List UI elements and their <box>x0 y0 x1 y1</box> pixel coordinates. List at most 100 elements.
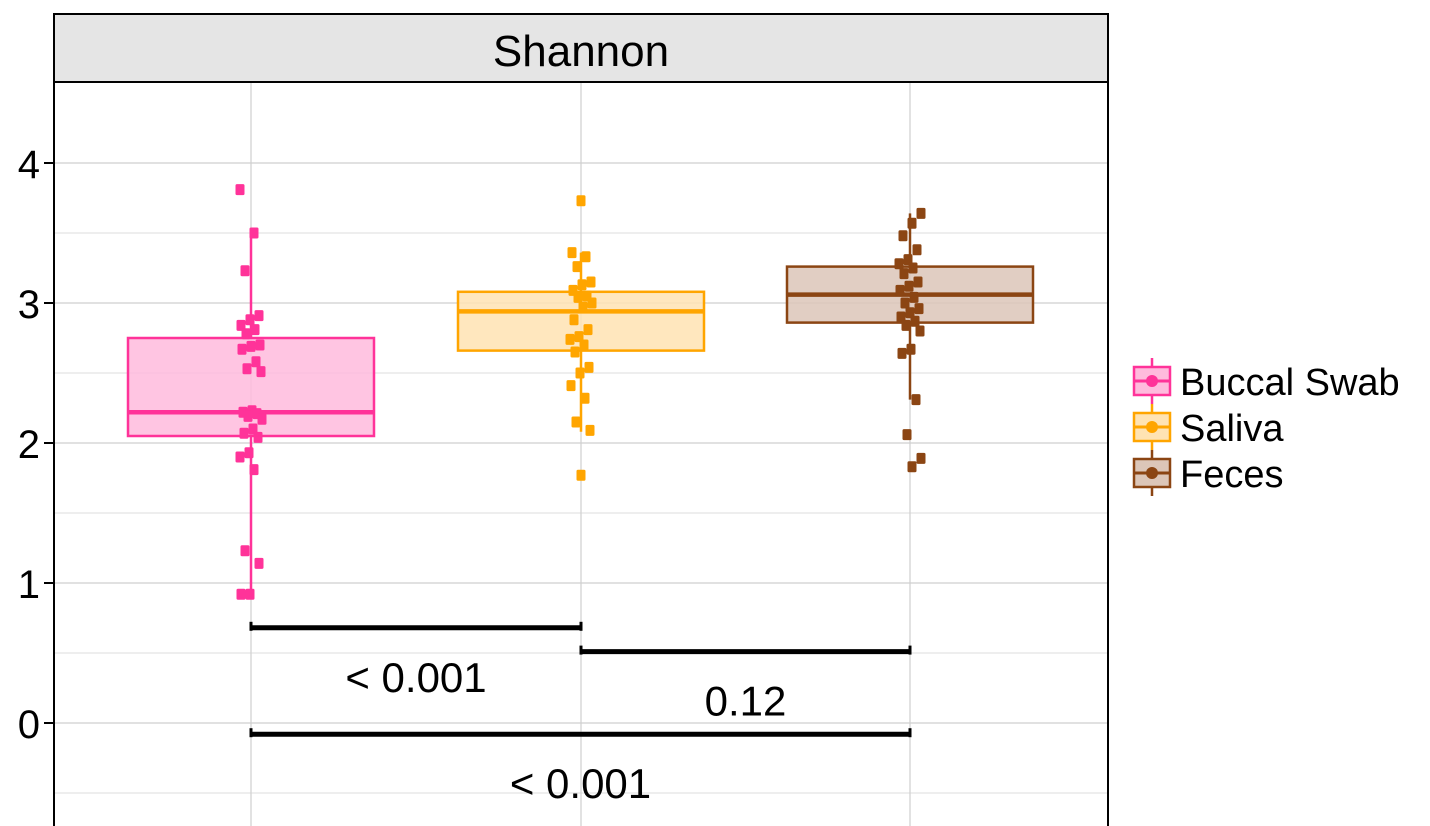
saliva-point <box>572 261 582 273</box>
saliva-point <box>579 339 589 351</box>
buccal-swab-point <box>253 431 263 443</box>
feces-point <box>900 297 910 309</box>
comparison-bracket: < 0.001 <box>249 621 583 701</box>
saliva-point <box>576 195 586 207</box>
saliva-point <box>584 361 594 373</box>
feces-point <box>907 217 917 229</box>
feces-point <box>906 343 916 355</box>
buccal-swab-point <box>240 265 250 277</box>
buccal-swab-point <box>256 366 266 378</box>
comparison-label: 0.12 <box>705 678 787 725</box>
saliva-point <box>583 324 593 336</box>
comparison-layer: < 0.001 0.12 < 0.001 <box>249 621 912 807</box>
buccal-swab-point <box>257 413 267 425</box>
feces-point <box>916 452 926 464</box>
saliva-point <box>575 367 585 379</box>
feces-point <box>914 303 924 315</box>
buccal-swab-point <box>248 423 258 435</box>
buccal-swab-point <box>244 447 254 459</box>
saliva-point <box>581 251 591 263</box>
feces-point <box>905 307 915 319</box>
saliva-point <box>573 291 583 303</box>
saliva-point <box>570 346 580 358</box>
saliva-point <box>585 424 595 436</box>
legend-item: Buccal Swab <box>1132 358 1400 404</box>
comparison-bracket: < 0.001 <box>249 728 912 807</box>
feces-point <box>904 280 914 292</box>
y-tick-label: 1 <box>18 563 40 607</box>
comparison-bracket: 0.12 <box>579 645 912 725</box>
buccal-swab-point <box>242 363 252 375</box>
facet-title: Shannon <box>493 27 669 76</box>
y-tick-label: 0 <box>18 703 40 747</box>
saliva-point <box>586 276 596 288</box>
buccal-swab-point <box>251 356 261 368</box>
legend-label: Saliva <box>1180 408 1284 450</box>
point-layer <box>235 184 926 600</box>
feces-point <box>899 268 909 280</box>
legend-key-point <box>1146 467 1158 479</box>
saliva-point <box>569 314 579 326</box>
buccal-swab-point <box>249 227 259 239</box>
buccal-swab-point <box>240 545 250 557</box>
y-axis: 0 1 2 3 4 <box>18 143 54 747</box>
saliva-point <box>567 247 577 259</box>
feces-point <box>909 291 919 303</box>
buccal-swab-point <box>245 588 255 600</box>
buccal-swab-point <box>237 343 247 355</box>
feces-point <box>915 325 925 337</box>
feces-point <box>901 319 911 331</box>
feces-point <box>911 394 921 406</box>
buccal-swab-point <box>254 310 264 322</box>
saliva-point <box>565 333 575 345</box>
legend-label: Feces <box>1180 454 1283 496</box>
saliva-point <box>571 416 581 428</box>
comparison-label: < 0.001 <box>345 654 486 701</box>
feces-point <box>902 429 912 441</box>
facet-strip: Shannon <box>53 13 1109 83</box>
feces-point <box>896 311 906 323</box>
feces-point <box>908 262 918 274</box>
saliva-point <box>587 297 597 309</box>
feces-point <box>916 207 926 219</box>
buccal-swab-point <box>235 184 245 196</box>
buccal-swab-point <box>236 319 246 331</box>
legend-item: Feces <box>1132 450 1283 496</box>
buccal-swab-point <box>246 340 256 352</box>
legend-key-point <box>1146 421 1158 433</box>
feces-point <box>912 244 922 256</box>
facet-strip-background <box>53 13 1109 83</box>
feces-point <box>903 254 913 266</box>
comparison-label: < 0.001 <box>510 760 651 807</box>
saliva-point <box>574 331 584 343</box>
feces-point <box>907 461 917 473</box>
legend-item: Saliva <box>1132 404 1284 450</box>
feces-point <box>898 230 908 242</box>
buccal-swab-point <box>235 451 245 463</box>
saliva-point <box>578 301 588 313</box>
buccal-swab-point <box>255 339 265 351</box>
buccal-swab-point <box>236 588 246 600</box>
saliva-point <box>577 279 587 291</box>
y-tick-label: 3 <box>18 283 40 327</box>
feces-point <box>913 276 923 288</box>
feces-point <box>910 315 920 327</box>
saliva-point <box>576 469 586 481</box>
buccal-swab-point <box>241 328 251 340</box>
feces-point <box>894 258 904 270</box>
buccal-swab-point <box>243 410 253 422</box>
saliva-point <box>580 392 590 404</box>
y-tick-label: 4 <box>18 143 40 187</box>
saliva-point <box>566 380 576 392</box>
feces-point <box>895 284 905 296</box>
buccal-swab-point <box>249 464 259 476</box>
y-tick-label: 2 <box>18 423 40 467</box>
buccal-swab-point <box>239 427 249 439</box>
buccal-swab-point <box>250 324 260 336</box>
panel-frame <box>53 82 1109 826</box>
legend-key-point <box>1146 375 1158 387</box>
buccal-swab-point <box>245 314 255 326</box>
legend-label: Buccal Swab <box>1180 362 1400 404</box>
